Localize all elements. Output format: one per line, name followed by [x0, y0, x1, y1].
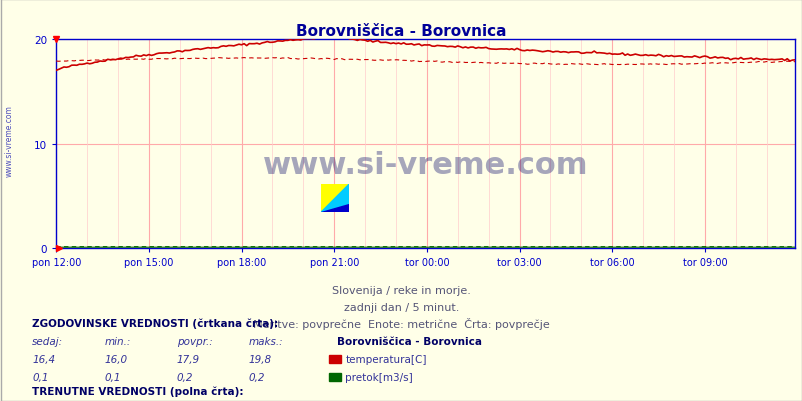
Text: 0,1: 0,1 [104, 372, 121, 382]
Text: maks.:: maks.: [249, 336, 283, 346]
Bar [329, 355, 341, 363]
Text: 17,9: 17,9 [176, 354, 200, 364]
Polygon shape [321, 184, 349, 213]
Text: www.si-vreme.com: www.si-vreme.com [262, 151, 588, 180]
Text: povpr.:: povpr.: [176, 336, 213, 346]
Text: Slovenija / reke in morje.: Slovenija / reke in morje. [332, 286, 470, 296]
Text: 16,0: 16,0 [104, 354, 128, 364]
Text: temperatura[C]: temperatura[C] [345, 354, 426, 364]
Text: www.si-vreme.com: www.si-vreme.com [5, 105, 14, 176]
Text: 16,4: 16,4 [32, 354, 55, 364]
Text: 0,2: 0,2 [176, 372, 193, 382]
Text: pretok[m3/s]: pretok[m3/s] [345, 372, 412, 382]
Text: 0,2: 0,2 [249, 372, 265, 382]
Text: sedaj:: sedaj: [32, 336, 63, 346]
Bar [329, 373, 341, 381]
Text: Meritve: povprečne  Enote: metrične  Črta: povprečje: Meritve: povprečne Enote: metrične Črta:… [253, 317, 549, 329]
Text: Borovniščica - Borovnica: Borovniščica - Borovnica [296, 24, 506, 39]
Text: 19,8: 19,8 [249, 354, 272, 364]
Polygon shape [321, 184, 349, 213]
Text: ZGODOVINSKE VREDNOSTI (črtkana črta):: ZGODOVINSKE VREDNOSTI (črtkana črta): [32, 318, 278, 328]
Text: TRENUTNE VREDNOSTI (polna črta):: TRENUTNE VREDNOSTI (polna črta): [32, 386, 243, 396]
Text: 0,1: 0,1 [32, 372, 49, 382]
Text: zadnji dan / 5 minut.: zadnji dan / 5 minut. [343, 302, 459, 312]
Text: Borovniščica - Borovnica: Borovniščica - Borovnica [337, 336, 482, 346]
Polygon shape [321, 204, 349, 213]
Text: min.:: min.: [104, 336, 131, 346]
